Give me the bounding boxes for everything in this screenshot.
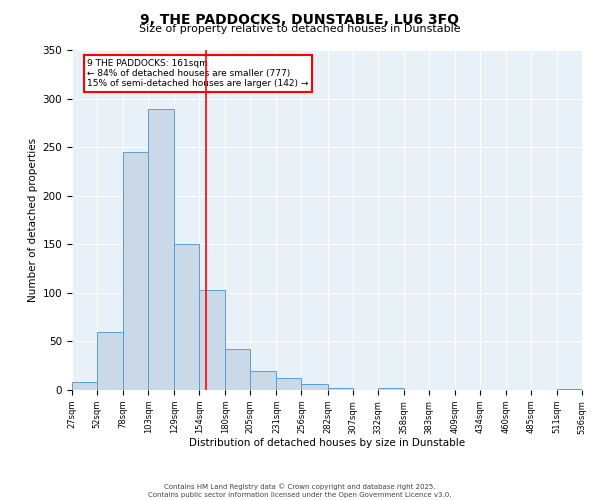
Bar	[72, 382, 97, 390]
Bar	[301, 384, 328, 390]
Bar	[199, 290, 226, 390]
Y-axis label: Number of detached properties: Number of detached properties	[28, 138, 38, 302]
Bar	[226, 349, 250, 390]
Text: Size of property relative to detached houses in Dunstable: Size of property relative to detached ho…	[139, 24, 461, 34]
Bar	[557, 389, 582, 390]
Bar	[250, 370, 277, 390]
Text: Contains HM Land Registry data © Crown copyright and database right 2025.
Contai: Contains HM Land Registry data © Crown c…	[148, 484, 452, 498]
Bar	[123, 152, 148, 390]
Bar	[148, 110, 174, 390]
Text: 9 THE PADDOCKS: 161sqm
← 84% of detached houses are smaller (777)
15% of semi-de: 9 THE PADDOCKS: 161sqm ← 84% of detached…	[88, 58, 308, 88]
Bar	[328, 388, 353, 390]
Bar	[174, 244, 199, 390]
Bar	[277, 378, 301, 390]
Bar	[377, 388, 404, 390]
Text: 9, THE PADDOCKS, DUNSTABLE, LU6 3FQ: 9, THE PADDOCKS, DUNSTABLE, LU6 3FQ	[140, 12, 460, 26]
X-axis label: Distribution of detached houses by size in Dunstable: Distribution of detached houses by size …	[189, 438, 465, 448]
Bar	[97, 332, 123, 390]
